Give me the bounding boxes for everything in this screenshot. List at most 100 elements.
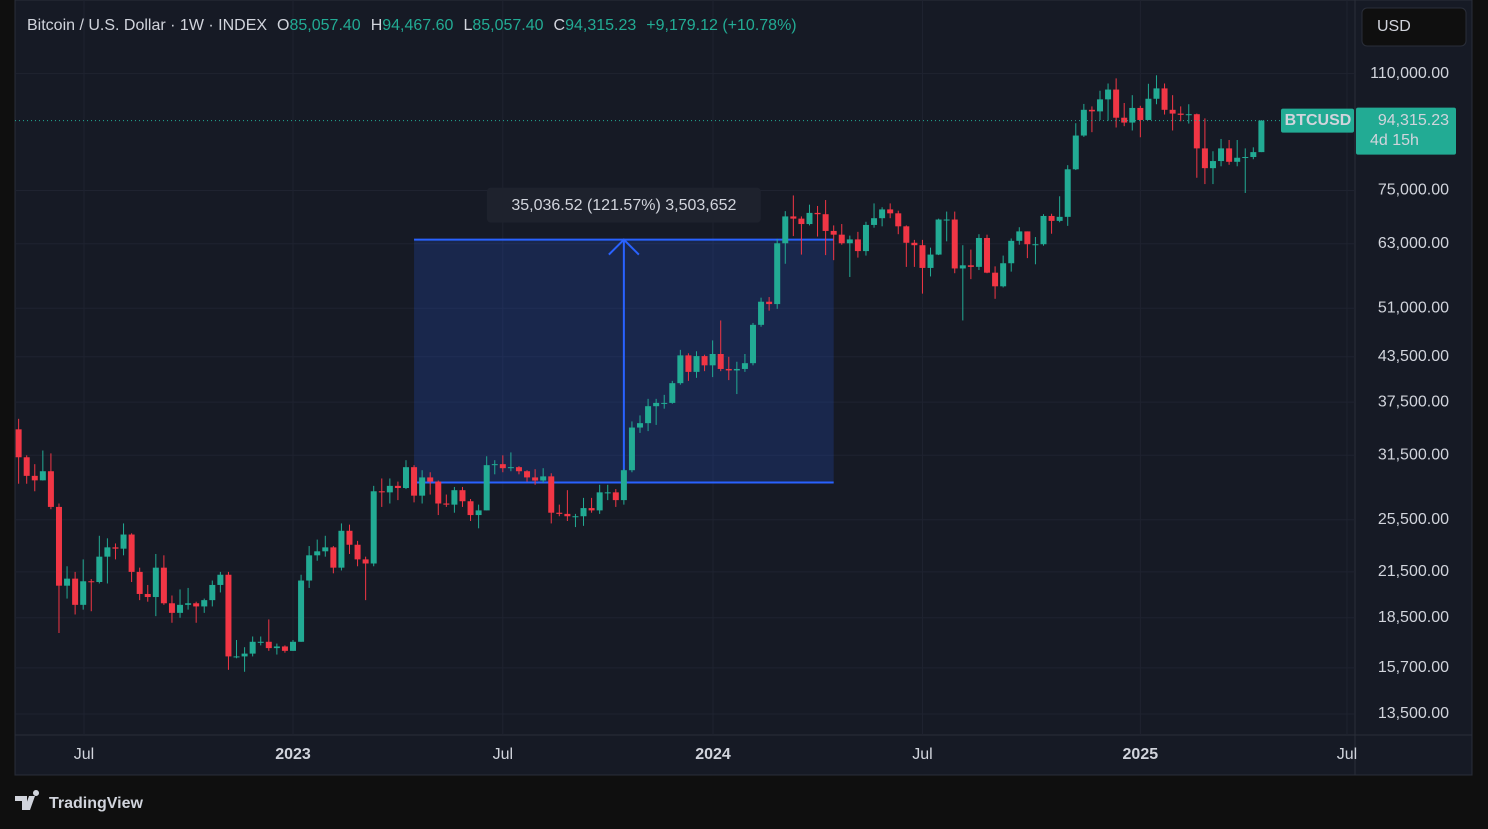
countdown-label: 4d 15h (1370, 132, 1419, 149)
candle-body (733, 368, 740, 371)
candle-body (806, 212, 813, 225)
candle-body (1008, 240, 1015, 264)
candle-body (386, 485, 393, 493)
logo-icon (15, 790, 40, 810)
price-tag-label: 94,315.23 (1378, 112, 1449, 129)
ohlc-value: 85,057.40 (472, 17, 543, 34)
candle-body (749, 324, 756, 364)
candle-body (725, 368, 732, 371)
candle-body (1169, 109, 1176, 114)
currency-button[interactable] (1361, 7, 1467, 47)
candle-body (1096, 99, 1103, 112)
candle-body (1048, 215, 1055, 221)
candle-body (217, 574, 224, 585)
candle-body (693, 356, 700, 372)
candle-body (265, 641, 272, 649)
y-tick-label: 31,500.00 (1378, 447, 1449, 464)
candle-body (895, 213, 902, 227)
candle-body (1088, 109, 1095, 112)
candle-body (88, 581, 95, 583)
candle-body (177, 604, 184, 613)
candle-body (790, 216, 797, 219)
candle-body (846, 239, 853, 244)
candle-body (1024, 231, 1031, 245)
candle-body (443, 503, 450, 505)
candle-body (887, 209, 894, 214)
y-tick-label: 75,000.00 (1378, 182, 1449, 199)
candle-body (1000, 263, 1007, 287)
ohlc-key: L (463, 17, 472, 34)
y-tick-label: 18,500.00 (1378, 609, 1449, 626)
candle-body (572, 516, 579, 518)
y-tick-label: 21,500.00 (1378, 563, 1449, 580)
candle-body (1185, 114, 1192, 116)
candle-body (927, 254, 934, 268)
candle-body (1226, 148, 1233, 162)
candle-body (604, 492, 611, 494)
candle-body (596, 492, 603, 511)
overlay: 35,036.52 (121.57%) 3,503,652 (486, 187, 761, 223)
ohlc-value: 94,467.60 (382, 17, 453, 34)
candle-body (55, 506, 62, 586)
candle-body (273, 646, 280, 649)
candle-body (451, 490, 458, 505)
brand-name: TradingView (49, 795, 144, 812)
candle-body (879, 209, 886, 219)
candle-body (128, 534, 135, 572)
y-tick-label: 43,500.00 (1378, 348, 1449, 365)
candle-body (241, 653, 248, 657)
candle-body (112, 547, 119, 549)
candle-body (515, 467, 522, 472)
candle-body (1258, 120, 1265, 153)
candle-body (483, 465, 490, 511)
candle-body (330, 547, 337, 568)
candle-body (209, 584, 216, 601)
candle-body (1121, 117, 1128, 123)
currency-label[interactable]: USD (1377, 18, 1411, 35)
candle-body (23, 457, 30, 476)
candle-body (120, 534, 127, 549)
candle-body (685, 355, 692, 372)
candle-body (193, 603, 200, 607)
candle-body (1105, 89, 1112, 100)
candle-body (1250, 152, 1257, 158)
candle-body (1072, 135, 1079, 170)
measure-arrow-head (608, 238, 640, 256)
candle-body (1056, 216, 1063, 221)
candle-body (1040, 215, 1047, 245)
candle-body (532, 477, 539, 481)
candle-body (152, 567, 159, 598)
candle-body (903, 226, 910, 243)
candle-body (628, 427, 635, 471)
candle-body (370, 491, 377, 564)
candle-body (612, 492, 619, 501)
candle-body (378, 491, 385, 493)
candle-body (225, 574, 232, 657)
candle-body (1218, 148, 1225, 162)
candle-body (862, 224, 869, 252)
candle-body (653, 402, 660, 407)
candle-body (709, 353, 716, 366)
candle-body (1129, 107, 1136, 123)
candle-body (47, 471, 54, 507)
y-tick-label: 37,500.00 (1378, 393, 1449, 410)
candle-body (798, 218, 805, 225)
candle-body (459, 490, 466, 502)
candle-body (1242, 157, 1249, 159)
candle-body (717, 353, 724, 369)
candle-body (919, 245, 926, 268)
candle-body (298, 580, 305, 642)
y-tick-label: 15,700.00 (1378, 659, 1449, 676)
y-tick-label: 110,000.00 (1370, 65, 1449, 82)
candle-body (322, 547, 329, 552)
candle-body (814, 212, 821, 215)
ohlc-value: 94,315.23 (565, 17, 636, 34)
candle-body (580, 508, 587, 517)
candle-body (185, 603, 192, 605)
grid (15, 0, 1355, 735)
candle-body (233, 656, 240, 658)
candle-body (967, 265, 974, 267)
candle-body (427, 477, 434, 482)
candle-body (556, 512, 563, 514)
x-tick-label: Jul (912, 746, 932, 763)
